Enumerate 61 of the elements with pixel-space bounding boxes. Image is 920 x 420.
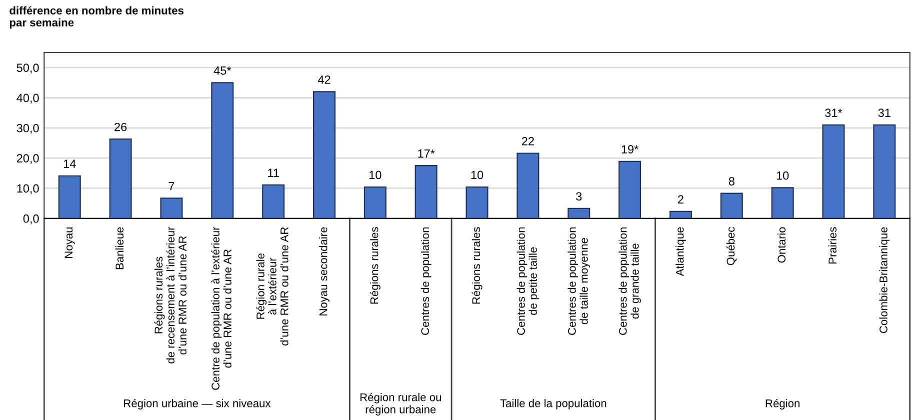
bar [414,165,438,218]
bar [466,186,488,218]
x-tick-label: Prairies [828,227,836,264]
bar [58,175,81,218]
y-tick-label: 10,0 [17,184,39,194]
bar [822,124,845,218]
text: Taille de la population [500,399,606,410]
y-tick-label: 20,0 [16,154,39,164]
x-tick-label: Québec [726,227,737,266]
data-label: 17* [418,149,435,158]
x-tick-label: Ontario [777,227,786,263]
bar [771,187,794,218]
data-label: 14 [64,160,76,168]
x-tick-label: Noyau secondaire [319,227,330,316]
y-tick-label: 0,0 [23,214,39,224]
y-tick-label: 30,0 [16,124,39,134]
data-label: 19* [622,145,638,154]
bar [211,82,234,218]
x-tick-label: Région rurale à l’extérieur d’une RMR ou d’une AR [256,227,288,346]
bar [720,192,743,218]
text: Région rurale ou région urbaine [360,392,441,416]
data-label: 2 [678,195,684,204]
bar [109,138,132,218]
x-tick-label: Centre de population à l’extérieur d’une RMR ou d’une AR [211,226,232,390]
x-tick-label: Centres de population de grande taille [618,227,641,335]
data-label: 7 [168,182,174,190]
text: Région [766,398,800,410]
data-label: 26 [114,122,127,132]
x-tick-label: Noyau [64,227,75,258]
data-label: 11 [268,168,279,177]
bar [873,124,896,218]
data-label: 10 [370,170,382,180]
data-label: 31* [825,108,842,118]
x-tick-label: Centres de population de petite taille [516,227,540,335]
data-label: 10 [471,170,484,180]
x-tick-label: Régions rurales [370,227,380,304]
bar [568,208,590,218]
data-label: 10 [776,171,789,180]
data-label: 22 [522,137,534,146]
data-label: 8 [728,177,734,186]
x-tick-label: Atlantique [676,227,686,276]
x-tick-label: Régions rurales de recensement à l’intérieur d’une RMR ou d’une AR [154,226,186,364]
bar [312,91,336,218]
bar [618,160,642,218]
bar [364,186,386,218]
y-tick-label: 50,0 [16,64,39,74]
bar [669,210,692,218]
bar [262,184,285,218]
data-label: 3 [576,192,582,201]
x-tick-label: Régions rurales [472,227,482,304]
data-label: 45* [214,66,232,75]
data-label: 31 [878,108,890,118]
x-tick-label: Colombie-Britannique [879,227,890,334]
data-label: 42 [318,75,330,84]
y-axis-title: différence en nombre de minutes par semaine [10,6,184,29]
bar [160,198,183,218]
x-tick-label: Banlieue [115,227,124,270]
bar [516,152,540,218]
x-tick-label: Centres de population [420,227,432,335]
y-tick-label: 40,0 [16,94,39,104]
text: Région urbaine — six niveaux [124,398,271,410]
